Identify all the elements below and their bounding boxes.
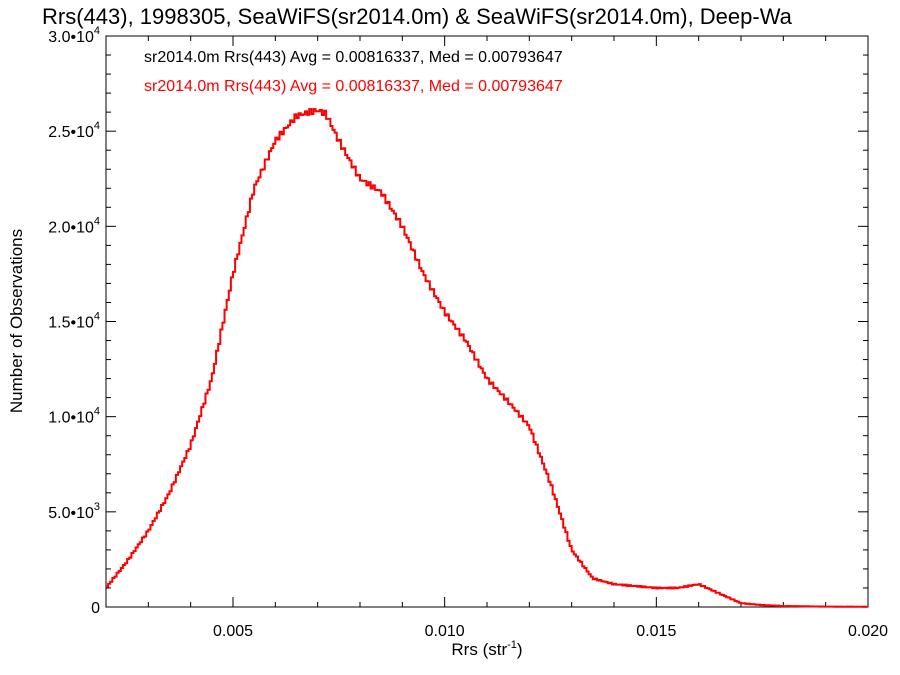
plot-frame (105, 35, 869, 608)
x-axis-label-superscript: -1 (507, 639, 517, 651)
y-tick-label: 2.0•104 (48, 215, 100, 236)
x-axis-label: Rrs (str-1) (451, 639, 522, 659)
y-tick-label: 5.0•103 (48, 501, 100, 522)
series-group (106, 108, 868, 608)
y-tick-label: 0 (91, 600, 100, 617)
x-tick-label: 0.020 (848, 623, 888, 640)
y-tick-label: 3.0•104 (48, 25, 100, 46)
y-tick-label: 1.0•104 (48, 406, 100, 427)
x-tick-label: 0.015 (636, 623, 676, 640)
y-tick-label: 2.5•104 (48, 120, 100, 141)
y-axis-label: Number of Observations (7, 229, 26, 413)
legend-entry-black: sr2014.0m Rrs(443) Avg = 0.00816337, Med… (144, 49, 563, 66)
series-line-0 (106, 108, 868, 608)
y-tick-label: 1.5•104 (48, 311, 100, 332)
ticks-group: 0.005 0.010 0.015 0.020 0 5.0•103 1.0•104 1.5•1… (48, 25, 888, 640)
x-tick-label: 0.005 (213, 623, 253, 640)
chart-title: Rrs(443), 1998305, SeaWiFS(sr2014.0m) & … (42, 4, 793, 29)
x-tick-label: 0.010 (425, 623, 465, 640)
legend-entry-red: sr2014.0m Rrs(443) Avg = 0.00816337, Med… (144, 78, 563, 95)
